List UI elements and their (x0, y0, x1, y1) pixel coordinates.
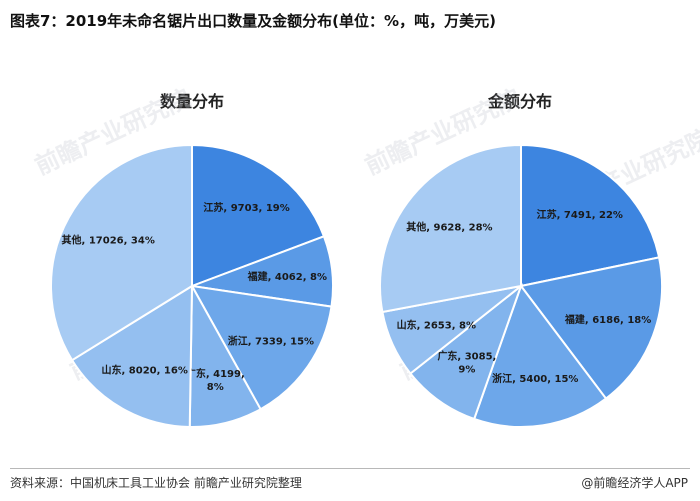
pie-amount-label-5: 其他, 9628, 28% (406, 221, 492, 234)
pie-amount-slice-1 (519, 256, 663, 400)
source-note: 资料来源：中国机床工具工业协会 前瞻产业研究院整理 (10, 476, 302, 490)
page-title: 图表7：2019年未命名锯片出口数量及金额分布(单位：%，吨，万美元) (10, 12, 496, 30)
pie-quantity-slice-5 (49, 143, 193, 362)
pie-amount-label-4: 山东, 2653, 8% (397, 319, 476, 332)
footer-divider (10, 468, 690, 469)
pie-chart-quantity: 江苏, 9703, 19% 福建, 4062, 8% 浙江, 7339, 15% 广东… (49, 143, 334, 428)
pie-amount-slice-0 (520, 143, 661, 288)
pie-quantity-label-4: 山东, 8020, 16% (102, 363, 188, 376)
pie-quantity-label-5: 其他, 17026, 34% (62, 233, 155, 246)
pie-quantity-slice-4 (70, 284, 194, 428)
pie-amount-slice-2 (472, 283, 608, 428)
pie-quantity-label-0: 江苏, 9703, 19% (203, 201, 289, 214)
pie-amount-slice-5 (379, 143, 522, 314)
pie-quantity-label-3: 广东, 4199, 8% (186, 367, 245, 393)
pie-amount-label-3: 广东, 3085, 9% (437, 350, 496, 376)
pie-amount-label-2: 浙江, 5400, 15% (492, 372, 578, 385)
pie-chart-amount: 江苏, 7491, 22% 福建, 6186, 18% 浙江, 5400, 15%广… (379, 143, 663, 428)
pie-amount-slice-3 (409, 283, 524, 421)
pie-quantity-slice-2 (190, 284, 333, 411)
pie-quantity-label-2: 浙江, 7339, 15% (228, 335, 314, 348)
chart-title-amount: 金额分布 (487, 92, 552, 111)
pie-quantity-label-1: 福建, 4062, 8% (247, 270, 327, 283)
credit-note: @前瞻经济学人APP (581, 476, 688, 490)
pie-amount-label-0: 江苏, 7491, 22% (537, 208, 623, 221)
chart-title-quantity: 数量分布 (159, 92, 224, 111)
pie-amount-label-1: 福建, 6186, 18% (564, 313, 651, 326)
pie-quantity-slice-0 (191, 143, 326, 288)
